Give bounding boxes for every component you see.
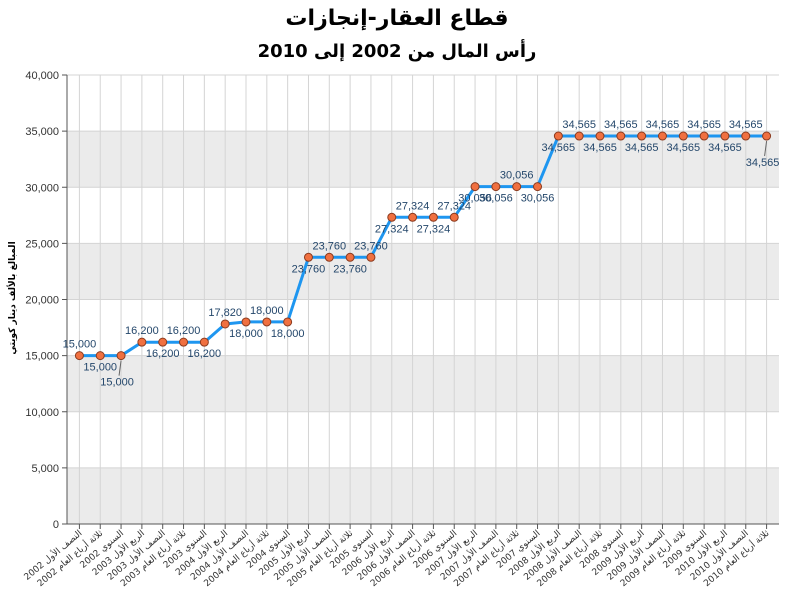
- data-point: [449, 212, 459, 222]
- data-label: 34,565: [708, 142, 742, 154]
- data-point: [553, 131, 563, 141]
- data-points: [74, 131, 772, 361]
- data-label: 27,324: [417, 223, 451, 235]
- data-point: [595, 131, 605, 141]
- data-point: [720, 131, 730, 141]
- data-point: [637, 131, 647, 141]
- data-point: [366, 252, 376, 262]
- data-label: 27,324: [375, 223, 409, 235]
- data-label: 16,200: [188, 348, 222, 360]
- data-label: 30,056: [479, 193, 513, 205]
- data-label: 23,760: [312, 240, 346, 252]
- data-label: 30,056: [521, 193, 555, 205]
- data-label: 34,565: [746, 157, 780, 169]
- data-label: 16,200: [125, 325, 159, 337]
- data-point: [137, 337, 147, 347]
- data-label: 30,056: [458, 193, 492, 205]
- data-point: [95, 351, 105, 361]
- series-line-path: [77, 134, 769, 358]
- data-label: 15,000: [83, 362, 117, 374]
- data-point: [616, 131, 626, 141]
- data-label: 23,760: [292, 263, 326, 275]
- data-label: 18,000: [250, 305, 284, 317]
- data-point: [470, 182, 480, 192]
- data-point: [574, 131, 584, 141]
- data-label: 27,324: [396, 200, 430, 212]
- data-label: 34,565: [729, 119, 763, 131]
- y-axis-label: المبالغ بالألف دينار كويتي: [6, 241, 18, 354]
- grid-band: [67, 355, 779, 412]
- data-point: [324, 252, 334, 262]
- data-point: [303, 252, 313, 262]
- data-label: 34,565: [583, 142, 617, 154]
- data-point: [428, 212, 438, 222]
- data-point: [762, 131, 772, 141]
- data-point: [491, 182, 501, 192]
- data-label: 15,000: [63, 339, 97, 351]
- data-label: 34,565: [687, 119, 721, 131]
- data-point: [387, 212, 397, 222]
- data-point: [533, 182, 543, 192]
- data-point: [179, 337, 189, 347]
- y-tick-label: 15,000: [25, 351, 59, 363]
- y-tick-label: 5,000: [31, 463, 59, 475]
- data-label: 16,200: [146, 348, 180, 360]
- data-label: 34,565: [604, 119, 638, 131]
- y-tick-label: 25,000: [25, 238, 59, 250]
- chart-subtitle: رأس المال من 2002 إلى 2010: [258, 39, 537, 62]
- data-label-leader: [118, 360, 122, 376]
- data-point: [116, 351, 126, 361]
- data-label: 18,000: [271, 328, 305, 340]
- axes: [62, 74, 779, 529]
- data-labels: 15,000 15,000 15,000 16,200 16,200 16,200 16,2…: [63, 119, 780, 389]
- data-point: [283, 317, 293, 327]
- grid-band: [67, 131, 779, 188]
- data-point: [657, 131, 667, 141]
- data-label: 23,760: [354, 240, 388, 252]
- data-label: 18,000: [229, 328, 263, 340]
- data-point: [199, 337, 209, 347]
- data-point: [699, 131, 709, 141]
- data-point: [408, 212, 418, 222]
- background-bands: [67, 131, 779, 524]
- data-label-leader: [764, 140, 768, 157]
- data-label: 34,565: [562, 119, 596, 131]
- data-label: 15,000: [100, 377, 134, 389]
- y-tick-label: 10,000: [25, 407, 59, 419]
- data-label: 30,056: [500, 170, 534, 182]
- grid-band: [67, 243, 779, 300]
- data-point: [262, 317, 272, 327]
- data-point: [345, 252, 355, 262]
- data-label: 27,324: [437, 200, 471, 212]
- y-tick-label: 30,000: [25, 182, 59, 194]
- data-label: 34,565: [666, 142, 700, 154]
- y-tick-label: 35,000: [25, 126, 59, 138]
- grid-band: [67, 467, 779, 524]
- chart-title: قطاع العقار-إنجازات: [285, 6, 508, 31]
- data-point: [158, 337, 168, 347]
- y-tick-label: 0: [53, 519, 59, 531]
- data-label: 34,565: [646, 119, 680, 131]
- data-point: [678, 131, 688, 141]
- data-point: [512, 182, 522, 192]
- y-tick-label: 40,000: [25, 70, 59, 82]
- data-label: 17,820: [208, 307, 242, 319]
- data-label: 23,760: [333, 263, 367, 275]
- y-tick-labels: 0 5,000 10,000 15,000 20,000 25,000 30,000 35,0…: [25, 70, 59, 531]
- y-tick-label: 20,000: [25, 295, 59, 307]
- data-point: [74, 351, 84, 361]
- data-label: 34,565: [625, 142, 659, 154]
- data-point: [741, 131, 751, 141]
- data-point: [241, 317, 251, 327]
- data-point: [220, 319, 230, 329]
- data-label: 34,565: [542, 142, 576, 154]
- data-label: 16,200: [167, 325, 201, 337]
- series-line: [77, 134, 769, 358]
